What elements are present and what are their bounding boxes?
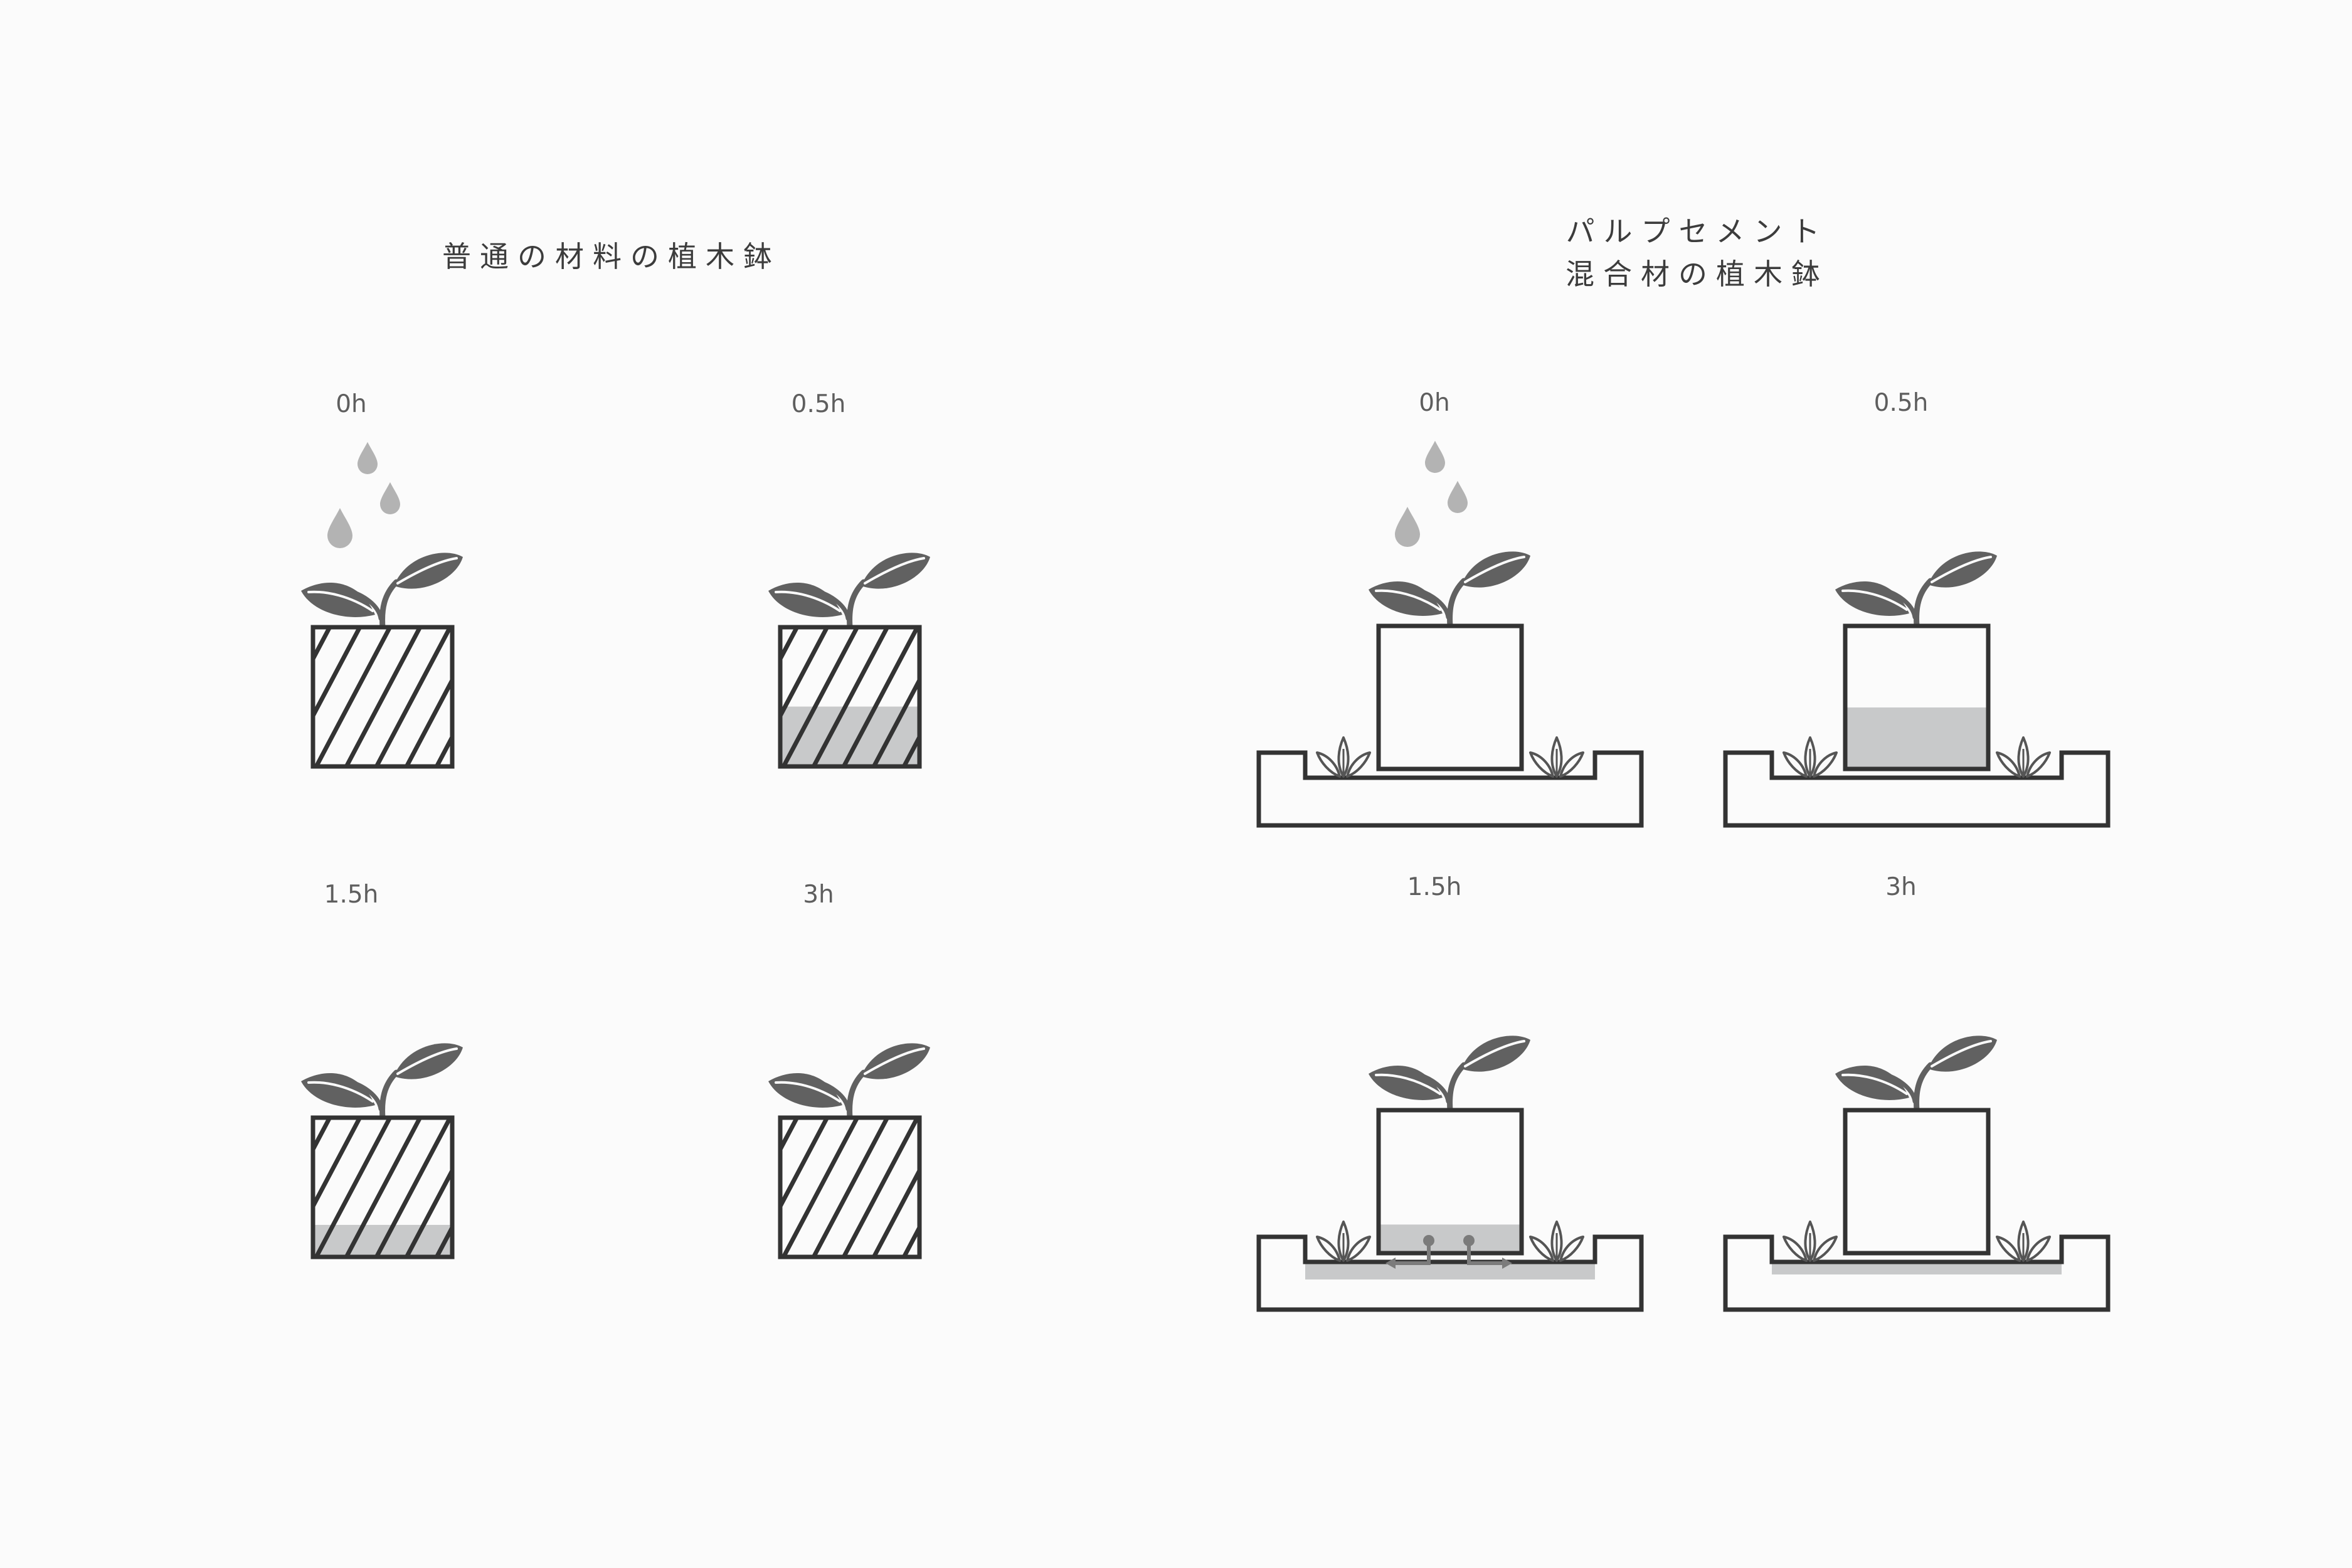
seedling-icon — [768, 553, 930, 630]
water-drop-icon — [1425, 440, 1445, 473]
standard-pot-heading: 普通の材料の植木鉢 — [442, 240, 781, 273]
pot-outline — [1376, 1108, 1524, 1256]
pot-outline — [778, 625, 922, 769]
sprout-icon — [1316, 1221, 1371, 1262]
pot-body — [1379, 626, 1522, 769]
water-level — [1845, 707, 1988, 769]
pulp-cement-panel-1.5h: 1.5h — [1256, 873, 1644, 1312]
standard-panel-0h: 0h — [301, 390, 463, 769]
time-label: 0.5h — [1874, 389, 1929, 417]
pulp-cement-panel-0h: 0h — [1256, 389, 1644, 828]
seedling-icon — [1369, 1036, 1530, 1113]
water-drop-icon — [1448, 480, 1468, 513]
pot-outline — [1843, 1108, 1991, 1256]
pot-outline — [1843, 623, 1991, 771]
water-drop-icon — [380, 482, 400, 514]
time-label: 1.5h — [1407, 873, 1462, 901]
tray-outline — [1723, 1234, 2111, 1312]
tray-outline — [1256, 750, 1644, 828]
time-label: 3h — [803, 881, 834, 909]
standard-panel-1.5h: 1.5h — [301, 881, 463, 1259]
seedling-icon — [1369, 551, 1530, 629]
tray-water — [1772, 1262, 2062, 1274]
water-drops — [327, 442, 400, 548]
sprout-icon — [1529, 1221, 1584, 1262]
time-label: 0.5h — [792, 390, 846, 418]
pot-outline — [1376, 623, 1524, 771]
pulp-cement-heading-line2: 混合材の植木鉢 — [1565, 257, 1829, 291]
sprout-icon — [1783, 736, 1838, 778]
seedling-icon — [768, 1043, 930, 1121]
pot-outline — [310, 625, 455, 769]
porous-hatch — [313, 1118, 452, 1257]
pot-outline — [778, 1115, 922, 1259]
standard-panel-3h: 3h — [768, 881, 930, 1259]
water-drop-icon — [327, 508, 352, 548]
water-drops — [1395, 440, 1468, 547]
pulp-cement-heading-line1: パルプセメント — [1565, 215, 1828, 248]
time-label: 1.5h — [324, 881, 379, 909]
seedling-icon — [301, 553, 463, 630]
pulp-cement-panel-3h: 3h — [1723, 873, 2111, 1312]
sprout-icon — [1529, 736, 1584, 778]
sprout-icon — [1996, 736, 2051, 778]
time-label: 0h — [1419, 389, 1450, 417]
tray-water — [1305, 1262, 1595, 1279]
pot-outline — [310, 1115, 455, 1259]
water-drop-icon — [1395, 507, 1420, 547]
pulp-cement-panel-0.5h: 0.5h — [1723, 389, 2111, 828]
tray-outline — [1256, 1234, 1644, 1312]
sprout-icon — [1996, 1221, 2051, 1262]
pot-body — [1845, 1110, 1988, 1253]
water-level — [1379, 1224, 1522, 1253]
seedling-icon — [301, 1043, 463, 1121]
porous-hatch — [780, 1118, 919, 1257]
time-label: 0h — [336, 390, 367, 418]
sprout-icon — [1783, 1221, 1838, 1262]
tray-outline — [1723, 750, 2111, 828]
sprout-icon — [1316, 736, 1371, 778]
porous-hatch — [313, 627, 452, 766]
porous-hatch — [780, 627, 919, 766]
seedling-icon — [1835, 551, 1997, 629]
seedling-icon — [1835, 1036, 1997, 1113]
water-drop-icon — [358, 442, 378, 474]
flow-arrow-icon — [1385, 1235, 1512, 1269]
standard-panel-0.5h: 0.5h — [768, 390, 930, 769]
time-label: 3h — [1885, 873, 1917, 901]
